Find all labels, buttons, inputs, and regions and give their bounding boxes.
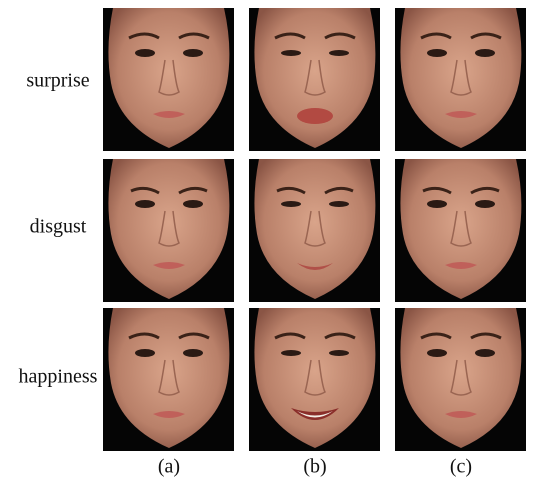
face-image bbox=[395, 159, 526, 302]
nose bbox=[304, 59, 326, 96]
eye bbox=[281, 350, 301, 356]
face-image bbox=[103, 159, 234, 302]
nose bbox=[450, 59, 472, 96]
face-image bbox=[249, 308, 380, 451]
nose bbox=[158, 210, 180, 247]
nose bbox=[304, 210, 326, 247]
face bbox=[400, 308, 522, 448]
mouth bbox=[153, 111, 185, 118]
eye bbox=[183, 49, 203, 57]
mouth bbox=[297, 263, 333, 270]
eye bbox=[329, 201, 349, 207]
eyebrows bbox=[274, 32, 356, 40]
column-label: (b) bbox=[303, 456, 326, 478]
face bbox=[108, 8, 230, 148]
mouth bbox=[445, 111, 477, 118]
mouth bbox=[445, 262, 477, 269]
row-label: surprise bbox=[26, 70, 89, 92]
eye bbox=[329, 50, 349, 56]
eye bbox=[329, 350, 349, 356]
column-label: (a) bbox=[158, 456, 180, 478]
eyebrows bbox=[422, 186, 500, 195]
face bbox=[254, 8, 376, 148]
face bbox=[108, 308, 230, 448]
eye bbox=[281, 50, 301, 56]
eye bbox=[475, 349, 495, 357]
eye bbox=[135, 49, 155, 57]
eye bbox=[427, 200, 447, 208]
face bbox=[108, 159, 230, 299]
nose bbox=[450, 359, 472, 396]
face-image bbox=[249, 8, 380, 151]
eyebrows bbox=[420, 332, 502, 340]
eye bbox=[135, 200, 155, 208]
face bbox=[400, 8, 522, 148]
row-label: disgust bbox=[30, 216, 87, 238]
face-image bbox=[103, 308, 234, 451]
face-image bbox=[395, 8, 526, 151]
face bbox=[400, 159, 522, 299]
eye bbox=[475, 49, 495, 57]
mouth bbox=[297, 108, 333, 124]
eye bbox=[135, 349, 155, 357]
mouth bbox=[153, 411, 185, 418]
eye bbox=[475, 200, 495, 208]
face-image bbox=[103, 8, 234, 151]
eye bbox=[281, 201, 301, 207]
eye bbox=[183, 349, 203, 357]
eyebrows bbox=[274, 332, 356, 340]
nose bbox=[158, 59, 180, 96]
eyebrows bbox=[276, 186, 354, 195]
image-grid bbox=[103, 8, 526, 451]
eyebrows bbox=[420, 32, 502, 40]
mouth bbox=[153, 262, 185, 269]
eyebrows bbox=[130, 186, 208, 195]
eye bbox=[427, 349, 447, 357]
row-label: happiness bbox=[19, 366, 98, 388]
face-image bbox=[249, 159, 380, 302]
mouth bbox=[291, 408, 339, 420]
eye bbox=[427, 49, 447, 57]
eyebrows bbox=[128, 332, 210, 340]
face bbox=[254, 308, 376, 448]
face-image bbox=[395, 308, 526, 451]
nose bbox=[158, 359, 180, 396]
column-label: (c) bbox=[450, 456, 472, 478]
mouth bbox=[445, 411, 477, 418]
face bbox=[254, 159, 376, 299]
teeth bbox=[297, 411, 333, 418]
nose bbox=[304, 359, 326, 396]
nose bbox=[450, 210, 472, 247]
eye bbox=[183, 200, 203, 208]
eyebrows bbox=[128, 32, 210, 40]
